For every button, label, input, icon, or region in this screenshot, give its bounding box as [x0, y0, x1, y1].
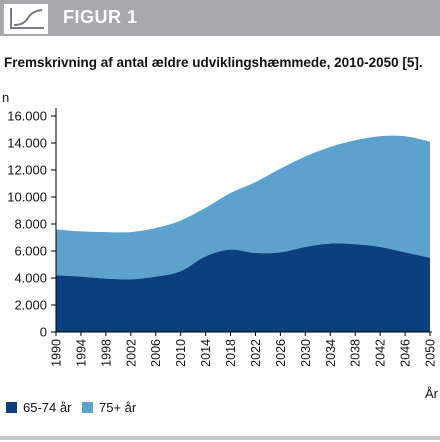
legend-label-75plus: 75+ år — [99, 400, 137, 415]
y-tick-label: 0 — [40, 325, 47, 340]
x-tick-label: 2018 — [224, 339, 238, 367]
x-tick-label: 2050 — [424, 339, 438, 367]
y-tick-label: 2.000 — [14, 298, 47, 313]
y-tick-label: 6.000 — [14, 244, 47, 259]
x-tick-label: 2030 — [299, 339, 313, 367]
legend-label-65-74: 65-74 år — [23, 400, 72, 415]
x-tick-label: 2010 — [174, 339, 188, 367]
legend-item-65-74: 65-74 år — [6, 400, 71, 415]
area-series-65-74 — [56, 243, 430, 332]
x-tick-label: 2038 — [349, 339, 363, 367]
y-tick-label: 16.000 — [7, 109, 47, 124]
chart-title: Fremskrivning af antal ældre udviklingsh… — [4, 55, 423, 70]
y-tick-label: 12.000 — [7, 163, 47, 178]
x-tick-label: 2014 — [199, 339, 213, 367]
x-tick-label: 1990 — [50, 339, 64, 367]
x-axis-label: År — [425, 386, 439, 401]
x-tick-label: 2002 — [124, 339, 138, 367]
y-tick-label: 14.000 — [7, 136, 47, 151]
x-tick-label: 1998 — [99, 339, 113, 367]
line-chart-icon — [4, 4, 48, 34]
x-tick-label: 2026 — [274, 339, 288, 367]
area-series-75plus — [56, 135, 430, 280]
x-tick-label: 2042 — [374, 339, 388, 367]
bottom-divider — [0, 436, 440, 440]
legend-swatch-65-74 — [6, 402, 17, 413]
legend-swatch-75plus — [82, 402, 93, 413]
x-tick-label: 1994 — [74, 339, 88, 367]
x-tick-label: 2022 — [249, 339, 263, 367]
legend-item-75plus: 75+ år — [82, 400, 136, 415]
figure-header: FIGUR 1 — [0, 0, 440, 36]
x-tick-label: 2006 — [149, 339, 163, 367]
figure-label: FIGUR 1 — [63, 7, 138, 27]
x-tick-label: 2034 — [324, 339, 338, 367]
y-axis-label: n — [2, 90, 9, 105]
x-tick-label: 2046 — [399, 339, 413, 367]
y-tick-label: 4.000 — [14, 271, 47, 286]
y-tick-label: 8.000 — [14, 217, 47, 232]
y-tick-label: 10.000 — [7, 190, 47, 205]
